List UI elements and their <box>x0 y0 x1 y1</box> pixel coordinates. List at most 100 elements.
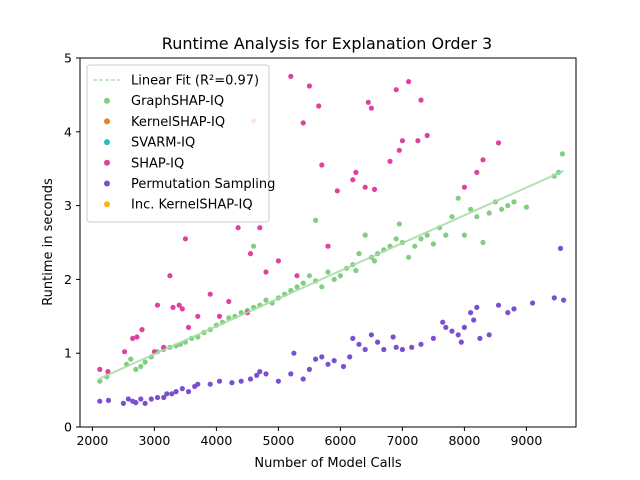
point-permutation-sampling-61 <box>530 300 536 306</box>
point-shap-iq-47 <box>424 132 430 139</box>
point-shap-iq-1 <box>105 369 111 375</box>
point-shap-iq-27 <box>294 273 300 279</box>
point-permutation-sampling-8 <box>148 396 154 402</box>
point-shap-iq-14 <box>182 236 188 242</box>
point-graphshap-iq-26 <box>263 297 269 303</box>
plot-frame <box>79 57 577 428</box>
y-tick-label: 5 <box>64 51 72 66</box>
point-shap-iq-10 <box>170 304 176 310</box>
point-permutation-sampling-12 <box>169 391 175 397</box>
point-permutation-sampling-55 <box>474 304 480 310</box>
point-permutation-sampling-5 <box>133 400 139 406</box>
point-shap-iq-48 <box>461 184 467 190</box>
point-graphshap-iq-61 <box>461 232 467 238</box>
point-permutation-sampling-7 <box>142 400 148 406</box>
point-permutation-sampling-28 <box>291 350 297 356</box>
point-permutation-sampling-22 <box>247 376 254 382</box>
point-permutation-sampling-25 <box>263 371 269 377</box>
point-shap-iq-51 <box>495 140 502 146</box>
point-permutation-sampling-60 <box>511 306 517 312</box>
point-permutation-sampling-29 <box>300 376 306 382</box>
point-shap-iq-41 <box>393 87 399 93</box>
legend-label: Permutation Sampling <box>131 177 275 192</box>
point-permutation-sampling-64 <box>561 297 567 303</box>
point-permutation-sampling-41 <box>375 339 381 345</box>
point-graphshap-iq-67 <box>499 206 505 212</box>
point-permutation-sampling-45 <box>399 346 405 353</box>
x-tick-label: 6000 <box>324 433 356 448</box>
chart-title: Runtime Analysis for Explanation Order 3 <box>162 34 492 53</box>
point-permutation-sampling-23 <box>254 372 260 378</box>
point-permutation-sampling-11 <box>164 391 170 397</box>
point-permutation-sampling-43 <box>390 334 396 340</box>
fit-line-layer <box>98 170 565 380</box>
point-shap-iq-16 <box>207 291 213 297</box>
legend-label: Linear Fit (R²=0.97) <box>131 74 259 89</box>
point-permutation-sampling-46 <box>409 344 415 350</box>
point-permutation-sampling-66 <box>471 317 477 323</box>
x-tick-label: 2000 <box>76 433 108 448</box>
point-graphshap-iq-36 <box>325 269 331 275</box>
point-graphshap-iq-69 <box>511 199 517 205</box>
legend-label: KernelSHAP-IQ <box>131 115 225 130</box>
x-tick-label: 5000 <box>262 433 294 448</box>
point-shap-iq-23 <box>257 225 263 231</box>
point-graphshap-iq-68 <box>505 203 511 209</box>
y-tick-label: 2 <box>64 272 72 287</box>
point-shap-iq-29 <box>306 83 312 89</box>
point-shap-iq-34 <box>350 177 356 183</box>
point-graphshap-iq-37 <box>331 276 337 282</box>
point-permutation-sampling-58 <box>495 302 502 308</box>
point-graphshap-iq-52 <box>406 254 412 260</box>
point-graphshap-iq-58 <box>443 232 449 238</box>
y-axis: 0 1 2 3 4 5 <box>64 51 80 435</box>
point-permutation-sampling-30 <box>306 366 312 372</box>
point-graphshap-iq-43 <box>362 232 368 238</box>
x-tick-label: 3000 <box>138 433 170 448</box>
point-shap-iq-36 <box>362 184 368 190</box>
point-shap-iq-33 <box>334 188 340 194</box>
legend-label: Inc. KernelSHAP-IQ <box>131 198 253 213</box>
point-permutation-sampling-65 <box>458 339 464 345</box>
legend-marker <box>104 139 110 146</box>
point-shap-iq-7 <box>154 302 161 308</box>
legend-marker <box>104 118 110 125</box>
point-graphshap-iq-42 <box>356 251 362 257</box>
point-graphshap-iq-53 <box>412 243 418 249</box>
point-graphshap-iq-4 <box>133 366 139 372</box>
point-permutation-sampling-59 <box>505 310 511 316</box>
point-shap-iq-5 <box>139 327 145 333</box>
point-permutation-sampling-18 <box>207 381 213 387</box>
point-shap-iq-2 <box>122 349 128 355</box>
point-graphshap-iq-64 <box>480 239 486 246</box>
point-permutation-sampling-9 <box>154 394 161 401</box>
point-permutation-sampling-31 <box>313 356 319 362</box>
point-shap-iq-15 <box>195 313 201 319</box>
point-shap-iq-50 <box>480 157 486 163</box>
legend-label: SHAP-IQ <box>131 156 184 171</box>
point-permutation-sampling-44 <box>393 344 399 350</box>
point-shap-iq-49 <box>474 169 480 175</box>
point-permutation-sampling-34 <box>331 358 337 364</box>
point-shap-iq-0 <box>97 366 103 372</box>
point-shap-iq-17 <box>216 313 223 319</box>
point-graphshap-iq-50 <box>396 221 402 227</box>
point-graphshap-iq-62 <box>468 206 474 212</box>
point-permutation-sampling-47 <box>418 341 424 347</box>
point-graphshap-iq-55 <box>424 232 430 238</box>
y-tick-label: 0 <box>64 420 72 435</box>
point-permutation-sampling-57 <box>486 332 492 338</box>
point-permutation-sampling-6 <box>138 396 144 402</box>
y-tick-label: 4 <box>64 124 72 139</box>
point-shap-iq-31 <box>319 162 325 168</box>
point-graphshap-iq-45 <box>371 258 378 264</box>
linear-fit-line <box>98 170 565 380</box>
point-permutation-sampling-26 <box>275 378 281 384</box>
point-shap-iq-4 <box>134 334 140 340</box>
point-graphshap-iq-41 <box>353 267 359 274</box>
legend-marker <box>104 180 110 187</box>
point-graphshap-iq-73 <box>559 151 566 157</box>
point-shap-iq-46 <box>418 97 424 103</box>
point-permutation-sampling-62 <box>551 295 557 301</box>
